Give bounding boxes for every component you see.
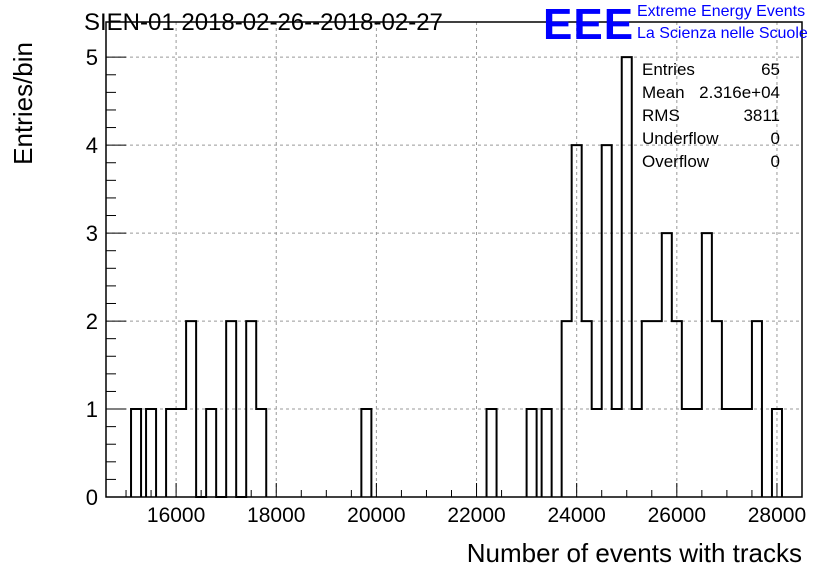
stats-overflow-value: 0 xyxy=(770,152,780,171)
plot-frame xyxy=(105,21,803,498)
y-tick-label: 3 xyxy=(86,221,98,246)
x-tick-label: 24000 xyxy=(547,504,605,527)
y-tick-label: 5 xyxy=(86,45,98,70)
stats-row-overflow: Overflow 0 xyxy=(642,152,780,175)
stats-mean-label: Mean xyxy=(642,83,685,102)
stats-row-rms: RMS 3811 xyxy=(642,106,780,129)
stats-entries-label: Entries xyxy=(642,60,695,79)
stats-rms-label: RMS xyxy=(642,106,680,125)
y-axis-label: Entries/bin xyxy=(8,42,38,165)
stats-overflow-label: Overflow xyxy=(642,152,710,171)
x-tick-label: 20000 xyxy=(347,504,405,527)
chart-title: SIEN-01 2018-02-26--2018-02-27 xyxy=(84,9,443,36)
grid-lines xyxy=(106,22,802,497)
y-tick-label: 0 xyxy=(86,485,98,510)
x-tick-label: 22000 xyxy=(447,504,505,527)
y-tick-label: 4 xyxy=(86,133,98,158)
stats-box: Entries 65 Mean 2.316e+04 RMS 3811 Under… xyxy=(642,60,780,175)
stats-mean-value: 2.316e+04 xyxy=(699,83,780,102)
stats-row-entries: Entries 65 xyxy=(642,60,780,83)
x-tick-label: 28000 xyxy=(748,504,806,527)
y-tick-label: 1 xyxy=(86,397,98,422)
eee-logo: EEE xyxy=(543,0,635,49)
logo-tagline-1: Extreme Energy Events xyxy=(637,3,806,20)
stats-entries-value: 65 xyxy=(761,60,780,79)
logo-tagline-2: La Scienza nelle Scuole xyxy=(637,25,808,42)
x-tick-label: 16000 xyxy=(147,504,205,527)
stats-rms-value: 3811 xyxy=(743,106,780,125)
x-axis-label: Number of events with tracks xyxy=(467,538,802,568)
stats-row-underflow: Underflow 0 xyxy=(642,129,780,152)
x-axis-ticks: 16000 18000 20000 22000 24000 26000 28000 xyxy=(125,483,806,527)
x-tick-label: 26000 xyxy=(648,504,706,527)
stats-underflow-label: Underflow xyxy=(642,129,719,148)
stats-row-mean: Mean 2.316e+04 xyxy=(642,83,780,106)
y-axis-ticks: 0 1 2 3 4 5 xyxy=(86,45,126,510)
stats-underflow-value: 0 xyxy=(770,129,780,148)
x-tick-label: 18000 xyxy=(247,504,305,527)
y-tick-label: 2 xyxy=(86,309,98,334)
